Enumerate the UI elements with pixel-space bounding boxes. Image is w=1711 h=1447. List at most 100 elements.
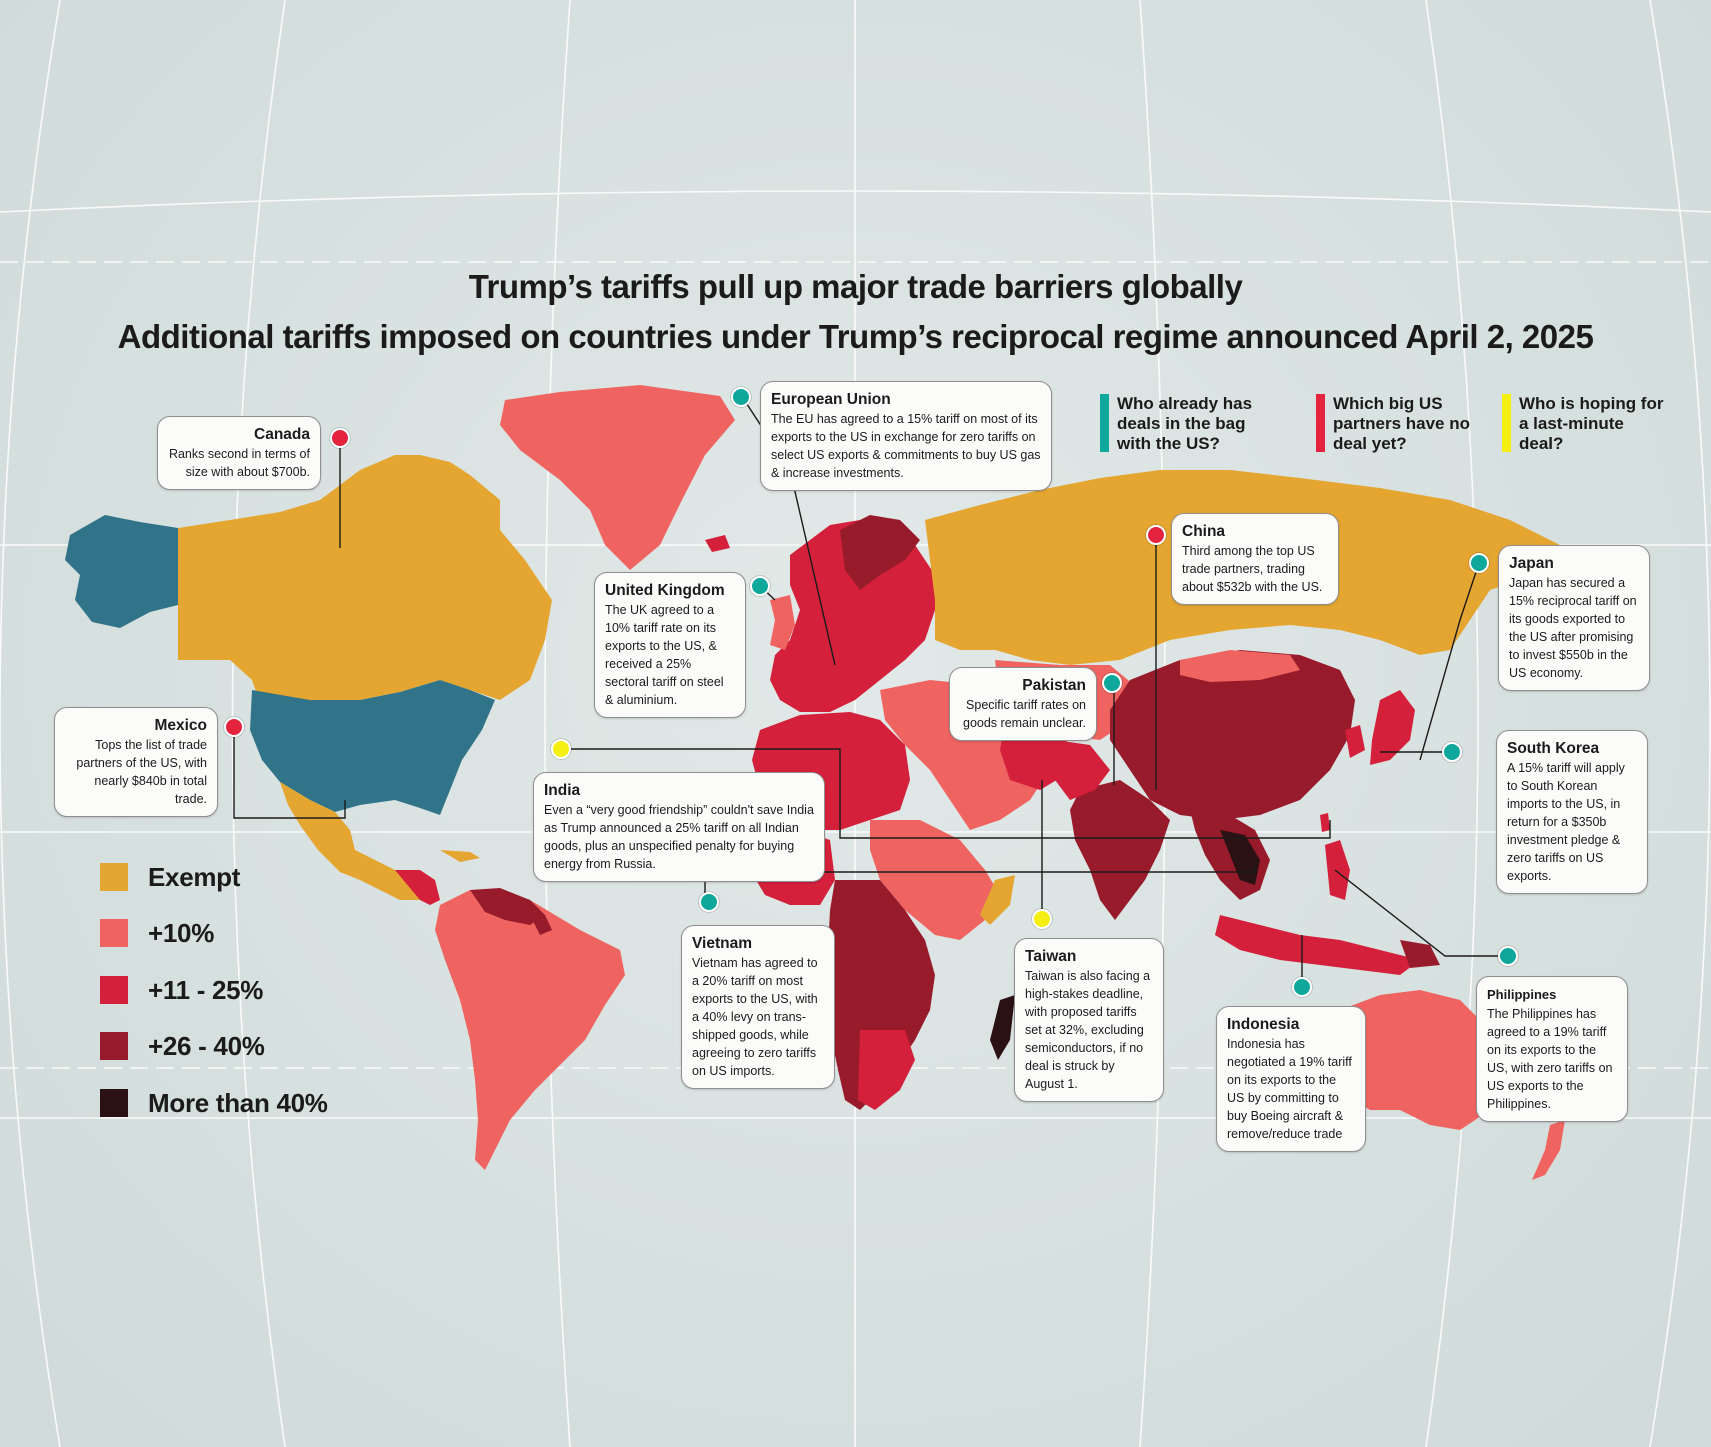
korea	[1345, 725, 1365, 758]
key-teal-swatch	[1100, 394, 1109, 452]
key-red-label: Which big US partners have no deal yet?	[1333, 394, 1470, 453]
alaska	[65, 515, 178, 628]
madagascar	[990, 995, 1015, 1060]
legend-swatch-exempt	[100, 863, 128, 891]
callout-taiwan: Taiwan Taiwan is also facing a high-stak…	[1014, 938, 1164, 1102]
india-yellow-marker	[551, 739, 571, 759]
page-subtitle: Additional tariffs imposed on countries …	[117, 318, 1594, 355]
legend-label-plus11-25: +11 - 25%	[148, 974, 264, 1005]
callout-mexico-title: Mexico	[154, 717, 207, 734]
callout-taiwan-body: Taiwan is also facing a high-stakes dead…	[1025, 969, 1151, 1091]
uk-teal-marker	[750, 576, 770, 596]
callout-mexico: Mexico Tops the list of trade partners o…	[54, 707, 218, 817]
indonesia-teal-marker	[1292, 977, 1312, 997]
canada	[178, 455, 552, 703]
southern-africa	[858, 1030, 915, 1110]
horn-africa	[980, 875, 1015, 925]
central-america	[395, 870, 440, 905]
callout-south-korea-title: South Korea	[1507, 740, 1600, 757]
legend-more40: More than 40%	[100, 1088, 328, 1118]
leader-lines	[233, 394, 1508, 985]
callout-japan: Japan Japan has secured a 15% reciprocal…	[1498, 545, 1650, 691]
callout-eu-body: The EU has agreed to a 15% tariff on mos…	[771, 412, 1041, 480]
legend-swatch-plus26-40	[100, 1032, 128, 1060]
callout-canada-body: Ranks second in terms of size with about…	[168, 447, 310, 479]
key-red-swatch	[1316, 394, 1325, 452]
new-zealand	[1532, 1120, 1565, 1180]
callout-india: India Even a “very good friendship” coul…	[533, 772, 825, 882]
key-yellow: Who is hoping for a last-minute deal?	[1502, 394, 1669, 454]
south-america	[435, 890, 625, 1170]
callout-japan-body: Japan has secured a 15% reciprocal tarif…	[1509, 576, 1637, 680]
callout-philippines-body: The Philippines has agreed to a 19% tari…	[1487, 1007, 1613, 1111]
callout-china-body: Third among the top US trade partners, t…	[1182, 544, 1323, 594]
callout-philippines-title: Philippines	[1487, 987, 1557, 1002]
legend-swatch-plus10	[100, 919, 128, 947]
legend-plus26-40: +26 - 40%	[100, 1031, 265, 1061]
legend-label-more40: More than 40%	[148, 1087, 328, 1118]
japan-teal-marker	[1469, 553, 1489, 573]
philippines-teal-marker	[1498, 946, 1518, 966]
central-africa	[828, 880, 935, 1110]
europe	[770, 520, 935, 712]
brazil-north	[530, 915, 552, 935]
east-africa	[870, 820, 1000, 940]
legend-exempt: Exempt	[100, 862, 240, 892]
page-title: Trump’s tariffs pull up major trade barr…	[468, 268, 1243, 305]
callout-pakistan-body: Specific tariff rates on goods remain un…	[963, 698, 1086, 730]
callout-uk: United Kingdom The UK agreed to a 10% ta…	[594, 572, 746, 718]
philippines	[1325, 840, 1350, 900]
callout-eu: European Union The EU has agreed to a 15…	[760, 381, 1052, 491]
legend-plus11-25: +11 - 25%	[100, 975, 263, 1005]
callout-philippines: Philippines The Philippines has agreed t…	[1476, 976, 1628, 1122]
callout-india-body: Even a “very good friendship” couldn't s…	[544, 803, 814, 871]
uk	[770, 595, 795, 650]
callout-canada: Canada Ranks second in terms of size wit…	[157, 416, 321, 490]
callout-uk-body: The UK agreed to a 10% tariff rate on it…	[605, 603, 724, 707]
mongolia	[1180, 650, 1300, 682]
eu-teal-marker	[731, 387, 751, 407]
key-yellow-swatch	[1502, 394, 1511, 452]
key-yellow-label: Who is hoping for a last-minute deal?	[1519, 394, 1664, 453]
key-teal: Who already has deals in the bag with th…	[1100, 394, 1282, 454]
iceland	[705, 535, 730, 552]
legend-label-exempt: Exempt	[148, 861, 241, 892]
china-red-marker	[1146, 525, 1166, 545]
callout-vietnam-title: Vietnam	[692, 935, 753, 952]
callout-indonesia-title: Indonesia	[1227, 1016, 1300, 1033]
callout-pakistan: Pakistan Specific tariff rates on goods …	[949, 667, 1097, 741]
mexico	[280, 782, 420, 900]
callout-china: China Third among the top US trade partn…	[1171, 513, 1339, 605]
callout-eu-title: European Union	[771, 391, 891, 408]
callout-indonesia: Indonesia Indonesia has negotiated a 19%…	[1216, 1006, 1366, 1152]
mexico-red-marker	[224, 717, 244, 737]
japan	[1370, 690, 1415, 765]
myanmar-laos	[1220, 830, 1260, 885]
callout-india-title: India	[544, 782, 581, 799]
vietnam-teal-marker	[699, 892, 719, 912]
callout-japan-title: Japan	[1509, 555, 1554, 572]
callout-uk-title: United Kingdom	[605, 582, 725, 599]
callout-taiwan-title: Taiwan	[1025, 948, 1077, 965]
callout-vietnam-body: Vietnam has agreed to a 20% tariff on mo…	[692, 956, 818, 1078]
taiwan-yellow-marker	[1032, 909, 1052, 929]
callout-china-title: China	[1182, 523, 1226, 540]
canada-red-marker	[330, 428, 350, 448]
legend-label-plus26-40: +26 - 40%	[148, 1030, 265, 1061]
callout-vietnam: Vietnam Vietnam has agreed to a 20% tari…	[681, 925, 835, 1089]
callout-indonesia-body: Indonesia has negotiated a 19% tariff on…	[1227, 1037, 1352, 1141]
venezuela	[470, 888, 545, 925]
callout-canada-title: Canada	[254, 426, 310, 443]
scandinavia	[840, 515, 920, 590]
taiwan	[1320, 813, 1330, 832]
china	[1110, 650, 1355, 820]
greenland	[500, 385, 735, 570]
png	[1400, 940, 1440, 968]
key-teal-label: Who already has deals in the bag with th…	[1117, 394, 1253, 453]
callout-south-korea-body: A 15% tariff will apply to South Korean …	[1507, 761, 1625, 883]
pakistan-teal-marker	[1102, 673, 1122, 693]
south-korea-teal-marker	[1442, 742, 1462, 762]
legend-swatch-plus11-25	[100, 976, 128, 1004]
legend-label-plus10: +10%	[148, 917, 215, 948]
